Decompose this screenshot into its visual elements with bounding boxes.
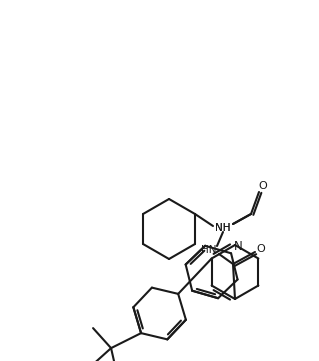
- Text: N: N: [234, 239, 242, 252]
- Text: O: O: [259, 181, 267, 191]
- Text: HN: HN: [201, 245, 217, 255]
- Text: O: O: [256, 244, 265, 254]
- Text: NH: NH: [215, 223, 231, 233]
- Text: NH: NH: [215, 223, 231, 233]
